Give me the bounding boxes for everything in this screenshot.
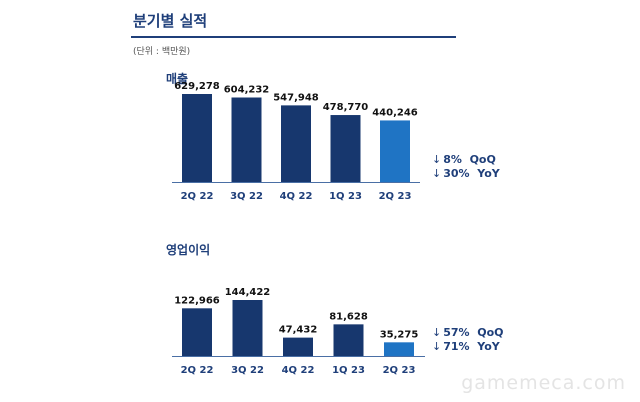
watermark: gamemeca.com <box>461 372 626 394</box>
revenue-yoy-value: 30% <box>443 167 470 180</box>
data-label: 629,278 <box>174 81 220 92</box>
down-arrow-icon: ↓ <box>432 340 442 353</box>
unit-label: (단위 : 백만원) <box>133 47 191 57</box>
data-label: 144,422 <box>225 287 271 298</box>
data-label: 547,948 <box>273 92 319 103</box>
data-label: 47,432 <box>279 325 318 336</box>
operating-profit-bar-chart: 122,966 2Q 22 144,422 3Q 22 47,432 4Q 22 81,62… <box>172 287 425 376</box>
operating-profit-chart-title: 영업이익 <box>166 243 211 257</box>
profit-yoy-value: 71% <box>443 340 470 353</box>
x-tick-label: 2Q 23 <box>379 191 412 202</box>
x-tick-label: 3Q 22 <box>230 191 263 202</box>
bar-4q-22 <box>281 105 311 182</box>
profit-yoy-label: YoY <box>477 340 500 353</box>
x-tick-label: 1Q 23 <box>329 191 362 202</box>
profit-qoq-label: QoQ <box>477 326 504 339</box>
revenue-qoq-label: QoQ <box>469 153 496 166</box>
bar-2q-22 <box>182 308 212 356</box>
title-divider <box>131 36 456 38</box>
down-arrow-icon: ↓ <box>432 167 442 180</box>
bar-2q-22 <box>182 94 212 182</box>
x-tick-label: 2Q 22 <box>181 191 214 202</box>
data-label: 122,966 <box>174 295 220 306</box>
x-tick-label: 4Q 22 <box>282 365 315 376</box>
revenue-qoq-change: ↓ 8% QoQ <box>432 153 496 167</box>
revenue-bar-chart: 629,278 2Q 22 604,232 3Q 22 547,948 4Q 22 478,… <box>172 81 420 202</box>
data-label: 604,232 <box>224 85 270 96</box>
profit-yoy-change: ↓ 71% YoY <box>432 340 500 354</box>
x-tick-label: 1Q 23 <box>332 365 365 376</box>
revenue-yoy-change: ↓ 30% YoY <box>432 167 500 181</box>
bar-2q-23 <box>380 120 410 182</box>
revenue-yoy-label: YoY <box>477 167 500 180</box>
x-tick-label: 3Q 22 <box>231 365 264 376</box>
data-label: 35,275 <box>380 329 419 340</box>
data-label: 440,246 <box>372 107 418 118</box>
page-title: 분기별 실적 <box>133 12 208 30</box>
revenue-chart-title: 매출 <box>166 72 189 86</box>
x-tick-label: 2Q 22 <box>181 365 214 376</box>
revenue-qoq-value: 8% <box>443 153 462 166</box>
profit-qoq-value: 57% <box>443 326 470 339</box>
x-tick-label: 4Q 22 <box>280 191 313 202</box>
bar-1q-23 <box>333 324 364 356</box>
data-label: 81,628 <box>329 311 368 322</box>
bar-3q-22 <box>232 300 263 356</box>
bar-2q-23 <box>384 342 414 356</box>
data-label: 478,770 <box>323 102 369 113</box>
down-arrow-icon: ↓ <box>432 153 442 166</box>
bar-3q-22 <box>231 97 262 182</box>
x-tick-label: 2Q 23 <box>383 365 416 376</box>
bar-1q-23 <box>330 115 361 182</box>
down-arrow-icon: ↓ <box>432 326 442 339</box>
profit-qoq-change: ↓ 57% QoQ <box>432 326 504 340</box>
bar-4q-22 <box>283 337 313 356</box>
